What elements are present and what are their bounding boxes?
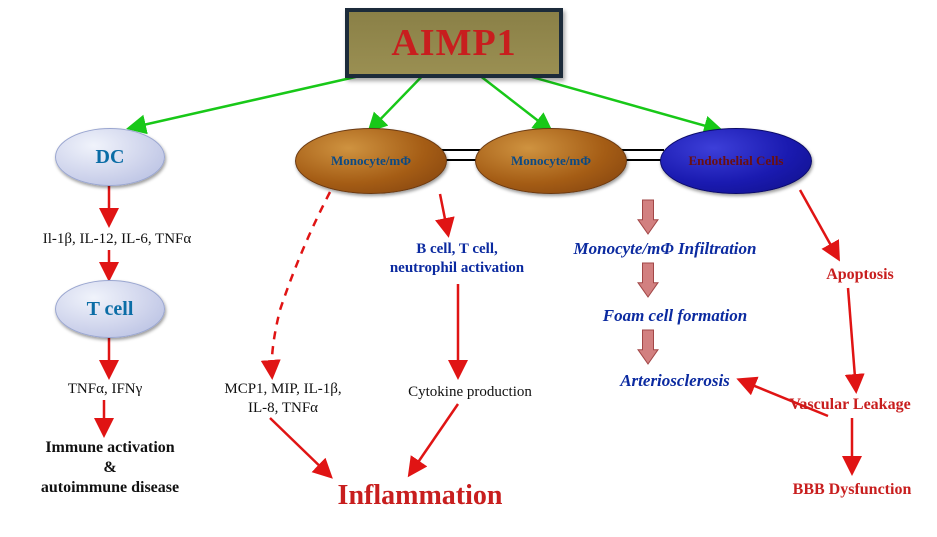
dc-label: DC <box>96 146 125 169</box>
monocyte2-label: Monocyte/mΦ <box>511 153 591 169</box>
tcell-cytokines-text: TNFα, IFNγ <box>68 381 143 397</box>
dc-cytokines-text: Il-1β, IL-12, IL-6, TNFα <box>43 231 192 247</box>
immune-activation-text: Immune activation&autoimmune disease <box>41 439 179 496</box>
cytokine-production-text: Cytokine production <box>408 384 532 400</box>
monocyte-chemokines-text: MCP1, MIP, IL-1β,IL-8, TNFα <box>224 381 341 416</box>
t-cell-node: T cell <box>55 280 165 338</box>
aimp1-title-box: AIMP1 <box>345 8 563 78</box>
monocyte-node-2: Monocyte/mΦ <box>475 128 627 194</box>
monocyte1-label: Monocyte/mΦ <box>331 153 411 169</box>
endothelial-label: Endothelial Cells <box>689 153 784 169</box>
monocyte-infiltration-label: Monocyte/mΦ Infiltration <box>545 238 785 259</box>
monocyte-node-1: Monocyte/mΦ <box>295 128 447 194</box>
cytokine-production-label: Cytokine production <box>370 383 570 402</box>
inflammation-text: Inflammation <box>338 480 503 511</box>
monocyte-infiltration-text: Monocyte/mΦ Infiltration <box>574 239 757 258</box>
bbb-dysfunction-label: BBB Dysfunction <box>772 480 932 500</box>
arteriosclerosis-label: Arteriosclerosis <box>585 370 765 391</box>
dc-cytokines-label: Il-1β, IL-12, IL-6, TNFα <box>12 230 222 249</box>
arteriosclerosis-text: Arteriosclerosis <box>620 371 730 390</box>
apoptosis-text: Apoptosis <box>826 266 894 283</box>
monocyte-chemokines-label: MCP1, MIP, IL-1β,IL-8, TNFα <box>198 380 368 418</box>
tcell-label: T cell <box>87 298 134 321</box>
immune-activation-label: Immune activation&autoimmune disease <box>10 438 210 498</box>
endothelial-node: Endothelial Cells <box>660 128 812 194</box>
vascular-leakage-label: Vascular Leakage <box>770 395 930 415</box>
foam-cell-text: Foam cell formation <box>603 306 748 325</box>
inflammation-label: Inflammation <box>320 478 520 513</box>
diagram-stage: AIMP1 DC T cell Monocyte/mΦ Monocyte/mΦ … <box>0 0 937 537</box>
bcell-activation-label: B cell, T cell,neutrophil activation <box>362 240 552 278</box>
dc-cell-node: DC <box>55 128 165 186</box>
vascular-leakage-text: Vascular Leakage <box>789 396 910 413</box>
foam-cell-label: Foam cell formation <box>575 305 775 326</box>
aimp1-title-text: AIMP1 <box>391 21 516 65</box>
bbb-dysfunction-text: BBB Dysfunction <box>793 481 912 498</box>
tcell-cytokines-label: TNFα, IFNγ <box>40 380 170 399</box>
bcell-activation-text: B cell, T cell,neutrophil activation <box>390 241 524 276</box>
apoptosis-label: Apoptosis <box>800 265 920 285</box>
